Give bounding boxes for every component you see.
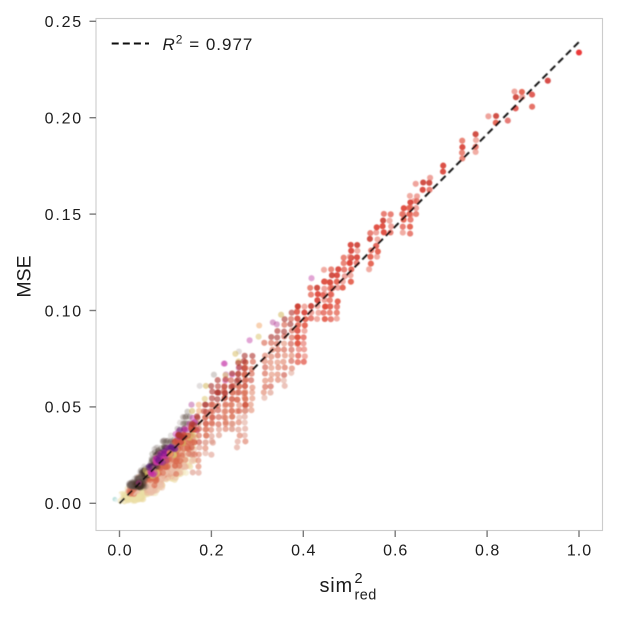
svg-text:0.15: 0.15	[45, 207, 83, 224]
svg-text:0.25: 0.25	[45, 14, 83, 31]
svg-text:0.2: 0.2	[199, 543, 224, 560]
svg-text:2: 2	[355, 571, 363, 587]
svg-text:red: red	[355, 588, 377, 604]
svg-text:0.6: 0.6	[383, 543, 408, 560]
svg-text:R2 = 0.977: R2 = 0.977	[163, 32, 254, 54]
svg-text:sim: sim	[320, 575, 354, 597]
svg-text:MSE: MSE	[14, 255, 36, 297]
svg-text:0.20: 0.20	[45, 111, 83, 128]
svg-text:0.8: 0.8	[475, 543, 500, 560]
svg-text:0.4: 0.4	[291, 543, 316, 560]
svg-text:0.05: 0.05	[45, 400, 83, 417]
svg-text:1.0: 1.0	[567, 543, 592, 560]
svg-text:0.0: 0.0	[107, 543, 132, 560]
svg-text:0.00: 0.00	[45, 496, 83, 513]
svg-text:0.10: 0.10	[45, 303, 83, 320]
